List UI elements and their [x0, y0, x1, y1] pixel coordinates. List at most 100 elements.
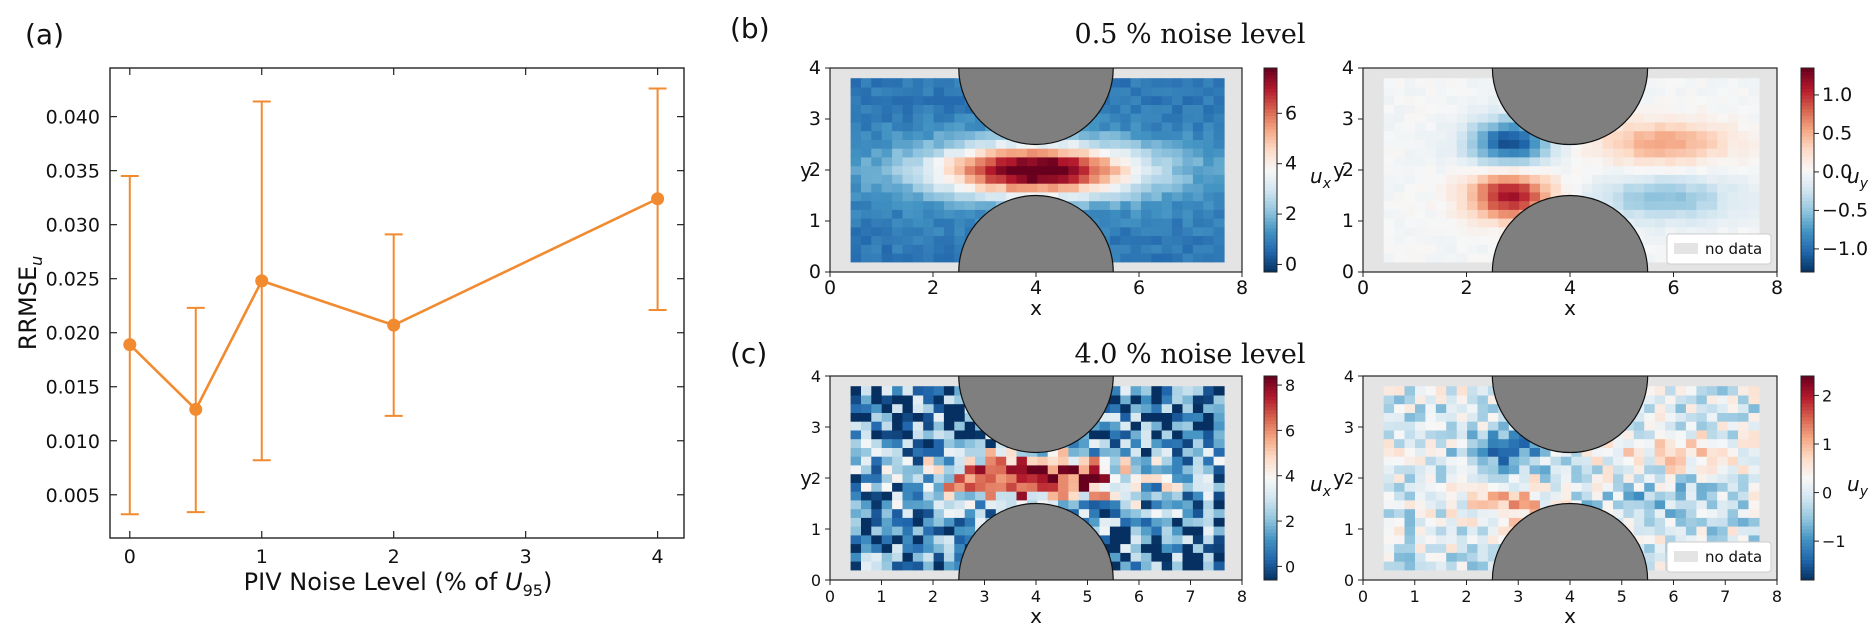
field-cell [1141, 473, 1152, 483]
field-cell [1192, 156, 1204, 167]
field-cell [850, 534, 862, 545]
field-cell [1508, 191, 1520, 202]
field-cell [1675, 456, 1687, 466]
field-cell [892, 464, 904, 475]
colorbar-frame [1263, 67, 1278, 273]
field-cell [1498, 517, 1510, 527]
field-cell [1592, 456, 1604, 466]
field-cell [861, 86, 872, 97]
field-cell [1633, 156, 1645, 167]
x-tick-label: 8 [1237, 587, 1247, 606]
field-cell [1026, 491, 1038, 501]
field-cell [1602, 464, 1614, 475]
field-cell [1099, 473, 1111, 483]
colorbar-step [1264, 258, 1277, 263]
field-cell [1383, 78, 1395, 88]
field-cell [1685, 526, 1697, 536]
field-cell [1151, 156, 1163, 167]
field-cell [850, 78, 862, 88]
field-cell [1602, 482, 1614, 492]
field-cell [1560, 183, 1572, 193]
field-cell [1623, 148, 1635, 158]
field-cell [1477, 526, 1489, 536]
y-tick-label: 4 [1344, 367, 1354, 386]
field-cell [1644, 130, 1656, 140]
field-cell [985, 456, 997, 466]
field-cell [1487, 447, 1499, 457]
field-cell [964, 174, 976, 184]
field-cell [1109, 464, 1121, 475]
colorbar-tick-label: 4 [1285, 467, 1295, 486]
y-tick-label: 3 [1342, 108, 1354, 130]
colorbar-step [1801, 234, 1814, 239]
field-cell [1456, 113, 1468, 123]
field-cell [912, 482, 924, 492]
field-cell [902, 561, 914, 571]
field-cell [881, 174, 893, 184]
field-cell [1644, 121, 1656, 132]
field-cell [1435, 113, 1447, 123]
field-cell [1477, 456, 1489, 466]
field-cell [1738, 491, 1749, 501]
field-cell [1665, 148, 1677, 158]
field-cell [902, 104, 914, 114]
field-cell [975, 473, 987, 483]
field-cell [1203, 148, 1215, 158]
colorbar-step [1801, 423, 1814, 428]
field-cell [902, 174, 914, 184]
field-cell [871, 412, 883, 422]
field-cell [1685, 113, 1697, 123]
field-cell [1477, 473, 1489, 483]
field-cell [943, 235, 955, 245]
field-cell [1446, 174, 1458, 184]
field-cell [964, 421, 976, 431]
field-cell [1706, 95, 1718, 105]
field-cell [1213, 191, 1225, 202]
field-cell [1435, 174, 1447, 184]
field-cell [1727, 421, 1739, 431]
field-cell [923, 78, 935, 88]
field-cell [1394, 438, 1406, 448]
field-cell [1383, 235, 1395, 245]
field-cell [1141, 104, 1152, 114]
field-cell [1089, 473, 1101, 483]
field-cell [1467, 386, 1479, 396]
field-cell [1456, 121, 1468, 132]
field-cell [1404, 191, 1416, 202]
field-cell [1717, 526, 1729, 536]
field-cell [1151, 113, 1163, 123]
field-cell [1623, 200, 1635, 210]
field-cell [1654, 156, 1666, 167]
field-cell [1654, 517, 1666, 527]
field-cell [1529, 165, 1541, 175]
field-cell [1435, 226, 1447, 237]
field-cell [1696, 386, 1708, 396]
field-cell [1161, 148, 1173, 158]
field-cell [1161, 165, 1173, 175]
field-cell [1203, 253, 1215, 263]
field-cell [1141, 526, 1152, 536]
field-cell [1623, 447, 1635, 457]
field-cell [1487, 508, 1499, 518]
field-cell [1089, 209, 1101, 219]
colorbar-step [1801, 115, 1814, 120]
field-cell [1120, 552, 1132, 562]
field-cell [1498, 113, 1510, 123]
field-cell [995, 165, 1007, 175]
colorbar-step [1264, 546, 1277, 550]
field-cell [1415, 156, 1426, 167]
field-cell [881, 456, 893, 466]
field-cell [964, 491, 976, 501]
field-cell [975, 174, 987, 184]
field-cell [1592, 499, 1604, 510]
field-cell [892, 218, 904, 228]
field-cell [1748, 226, 1760, 237]
field-cell [943, 183, 955, 193]
field-cell [1141, 447, 1152, 457]
field-cell [1161, 139, 1173, 149]
field-cell [1404, 552, 1416, 562]
field-cell [1696, 526, 1708, 536]
field-cell [1182, 543, 1194, 553]
x-tick-label: 2 [928, 587, 938, 606]
field-cell [1047, 174, 1059, 184]
